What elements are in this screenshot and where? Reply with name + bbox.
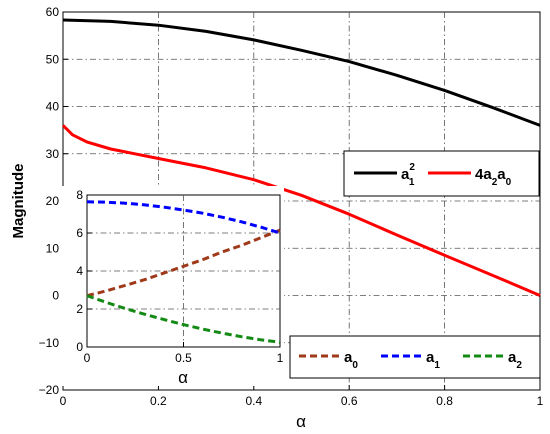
inset-y-tick-label: 2 <box>76 302 83 316</box>
legend-label-a2: a2 <box>508 349 522 371</box>
main-legend: a2 1 4a2a0 <box>343 150 540 197</box>
inset-grid <box>86 194 281 348</box>
inset-plot: 0 0.5 1 0 2 4 6 8 α <box>62 186 284 387</box>
main-x-tick-label: 0.6 <box>341 394 358 408</box>
inset-y-tick-label: 0 <box>76 340 83 354</box>
main-x-axis-label: α <box>296 412 306 431</box>
main-series-line-0 <box>62 18 541 127</box>
main-y-tick-label: 60 <box>46 5 60 19</box>
inset-series-line-0 <box>86 228 281 298</box>
inset-y-tick-label: 8 <box>76 188 83 202</box>
inset-x-axis-label: α <box>178 368 188 387</box>
main-series-lines <box>61 18 541 297</box>
inset-series-lines <box>86 200 281 344</box>
inset-legend: a0 a1 a2 <box>289 335 541 379</box>
inset-tick-labels: 0 0.5 1 0 2 4 6 8 <box>76 188 283 365</box>
main-x-tick-label: 0.8 <box>436 394 453 408</box>
main-y-axis-label: Magnitude <box>10 164 27 239</box>
main-y-tick-label: 40 <box>46 100 60 114</box>
main-y-tick-label: 50 <box>46 52 60 66</box>
inset-x-tick-label: 0.5 <box>175 351 192 365</box>
inset-x-tick-label: 1 <box>277 351 284 365</box>
legend-label-a0: a0 <box>344 349 358 371</box>
main-y-tick-label: −10 <box>39 336 60 350</box>
main-y-tick-label: 20 <box>46 194 60 208</box>
inset-x-tick-label: 0 <box>84 351 91 365</box>
main-x-tick-label: 0.4 <box>245 394 262 408</box>
legend-label-a1: a1 <box>426 349 440 371</box>
inset-y-tick-label: 6 <box>76 226 83 240</box>
main-y-tick-label: 0 <box>52 289 59 303</box>
main-y-tick-label: 10 <box>46 241 60 255</box>
main-y-tick-label: −20 <box>39 383 60 397</box>
main-x-tick-label: 1 <box>537 394 544 408</box>
inset-series-line-2 <box>86 294 281 344</box>
main-x-tick-label: 0 <box>60 394 67 408</box>
main-x-tick-label: 0.2 <box>150 394 167 408</box>
inset-y-tick-label: 4 <box>76 264 83 278</box>
legend-label-a1-squared: a2 1 <box>401 162 415 188</box>
legend-label-4a2a0: 4a2a0 <box>475 166 512 188</box>
main-series-line-1 <box>61 124 541 297</box>
main-y-tick-label: 30 <box>46 147 60 161</box>
